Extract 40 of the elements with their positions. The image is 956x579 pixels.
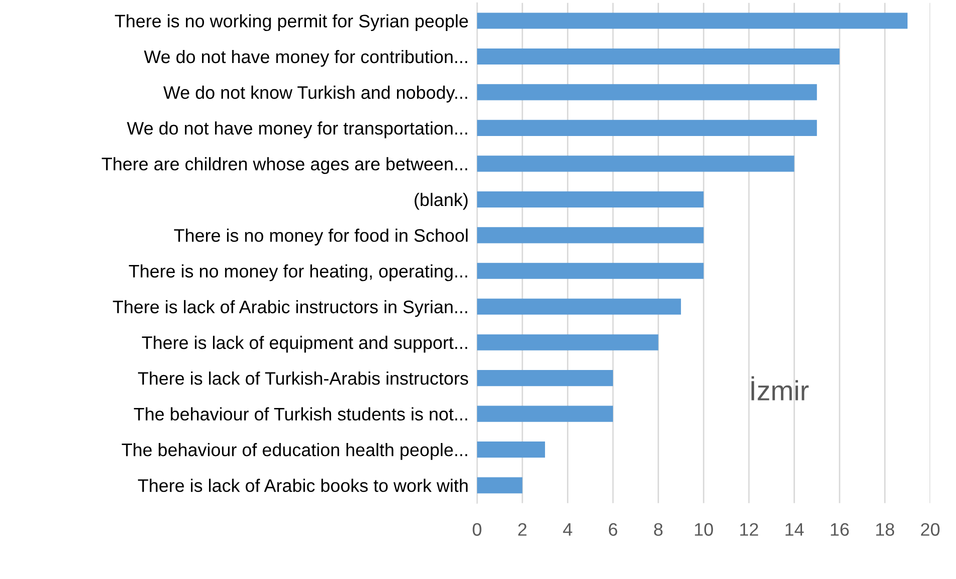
y-tick-label: There are children whose ages are between... — [102, 157, 468, 174]
bar — [477, 406, 613, 422]
x-tick-label: 10 — [694, 523, 713, 536]
x-tick-label: 14 — [786, 523, 804, 536]
bar — [477, 12, 908, 29]
y-tick-label: There is lack of Arabic instructors in Syrian... — [112, 300, 468, 317]
y-tick-label: We do not know Turkish and nobody... — [163, 86, 468, 103]
bar — [477, 262, 704, 279]
y-tick-label: We do not have money for transportation... — [126, 121, 468, 138]
y-tick-label: There is no money for food in School — [174, 228, 468, 246]
bar — [477, 191, 704, 208]
bar — [477, 298, 681, 315]
x-tick-label: 12 — [740, 523, 758, 536]
x-tick-label: 4 — [563, 523, 572, 536]
bar — [477, 120, 817, 136]
x-tick-label: 16 — [830, 523, 849, 536]
x-tick-label: 2 — [518, 523, 526, 536]
y-tick-label: There is no working permit for Syrian people — [114, 14, 468, 32]
bar — [477, 334, 658, 350]
x-tick-label: 18 — [876, 523, 894, 536]
annotation: İzmir — [751, 376, 809, 400]
y-tick-label: The behaviour of Turkish students is not... — [134, 407, 468, 421]
bar — [477, 48, 840, 65]
x-tick-label: 20 — [921, 523, 940, 536]
bar — [477, 442, 546, 458]
bar — [477, 84, 817, 100]
y-tick-label: (blank) — [414, 192, 468, 210]
x-tick-label: 0 — [472, 523, 482, 536]
bar — [477, 370, 613, 386]
y-tick-label: The behaviour of education health people... — [122, 443, 468, 460]
x-tick-label: 8 — [654, 523, 663, 536]
y-tick-label: We do not have money for contribution... — [144, 50, 468, 67]
x-tick-label: 6 — [608, 523, 618, 536]
bar — [477, 227, 704, 244]
y-tick-label: There is lack of Turkish-Arabis instructors — [138, 372, 468, 385]
y-tick-label: There is lack of Arabic books to work with — [138, 478, 468, 492]
y-tick-label: There is lack of equipment and support... — [142, 336, 468, 353]
bar — [477, 156, 794, 172]
y-tick-label: There is no money for heating, operating... — [128, 264, 468, 282]
bar — [477, 477, 522, 494]
